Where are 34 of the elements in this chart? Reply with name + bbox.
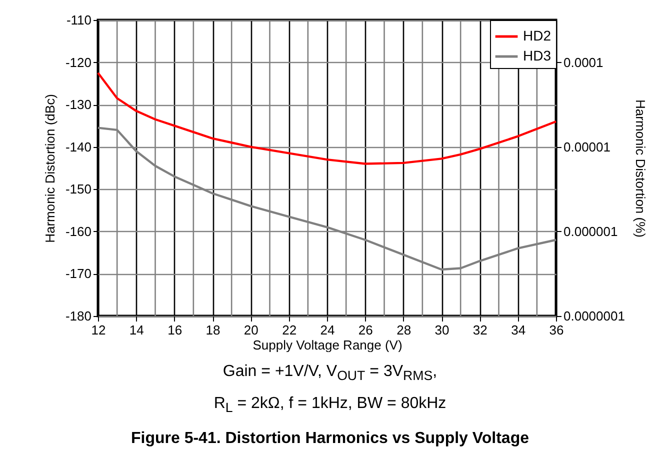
y-tick-label: -130	[65, 97, 92, 112]
y-tick-label: -150	[65, 182, 92, 197]
x-tick-label: 36	[549, 322, 564, 338]
x-tick-label: 24	[320, 322, 335, 338]
y2-tick-label: 0.0000001	[564, 308, 625, 324]
y2-tick-label: 0.000001	[564, 224, 618, 239]
x-tick-label: 18	[206, 322, 220, 338]
line-series	[96, 72, 558, 165]
y-tick-label: -140	[65, 139, 92, 154]
text: Figure 5-41. Distortion Harmonics vs Supply Voltage	[130, 430, 530, 448]
y2-tick-label: 0.00001	[564, 139, 610, 154]
legend-label: HD2	[523, 28, 552, 44]
y-tick-label: -120	[65, 54, 92, 70]
legend-label: HD3	[523, 48, 552, 64]
y2-axis-title: Harmonic Distortion (%)	[632, 100, 648, 238]
x-tick-label: 32	[472, 322, 488, 338]
x-tick-label: 28	[396, 322, 412, 338]
y-tick-label: -110	[66, 12, 92, 28]
y-axis-title: Harmonic Distortion (dBc)	[42, 94, 58, 243]
x-tick-label: 12	[91, 322, 106, 338]
x-axis-title: Supply Voltage Range (V)	[252, 338, 402, 352]
x-tick-label: 26	[358, 322, 373, 338]
x-tick-label: 22	[282, 322, 297, 338]
x-tick-label: 14	[129, 322, 144, 338]
y-tick-label: -170	[65, 266, 92, 282]
y2-tick-label: 0.0001	[564, 54, 604, 70]
x-tick-label: 20	[244, 322, 258, 338]
y-tick-label: -180	[65, 308, 92, 324]
x-tick-label: 30	[434, 322, 450, 338]
text: R$_{L}$ = 2kΩ, f = 1kHz, BW = 80kHz	[214, 395, 446, 416]
x-tick-label: 34	[511, 322, 526, 338]
text: Gain = +1V/V, V$_{OUT}$ = 3V$_{RMS}$,	[222, 363, 438, 384]
x-tick-label: 16	[168, 322, 182, 338]
y-tick-label: -160	[65, 224, 92, 239]
